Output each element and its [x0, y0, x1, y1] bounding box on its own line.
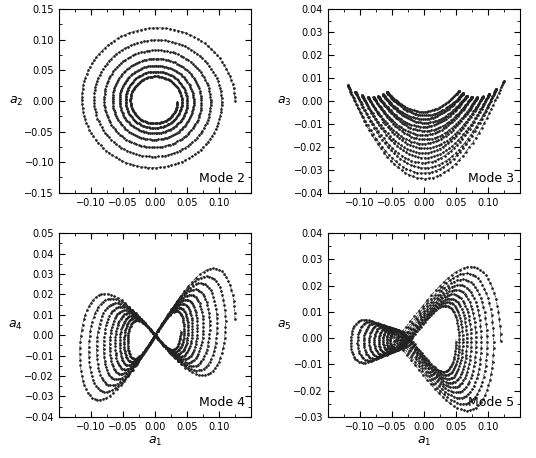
Text: Mode 2: Mode 2	[199, 172, 245, 185]
X-axis label: $a_1$: $a_1$	[416, 435, 431, 447]
Y-axis label: $a_5$: $a_5$	[278, 318, 292, 332]
Y-axis label: $a_3$: $a_3$	[278, 94, 292, 108]
Text: Mode 5: Mode 5	[468, 397, 514, 409]
Text: Mode 4: Mode 4	[199, 397, 245, 409]
Y-axis label: $a_2$: $a_2$	[9, 94, 23, 108]
X-axis label: $a_1$: $a_1$	[148, 435, 162, 447]
Text: Mode 3: Mode 3	[468, 172, 514, 185]
Y-axis label: $a_4$: $a_4$	[9, 318, 23, 332]
